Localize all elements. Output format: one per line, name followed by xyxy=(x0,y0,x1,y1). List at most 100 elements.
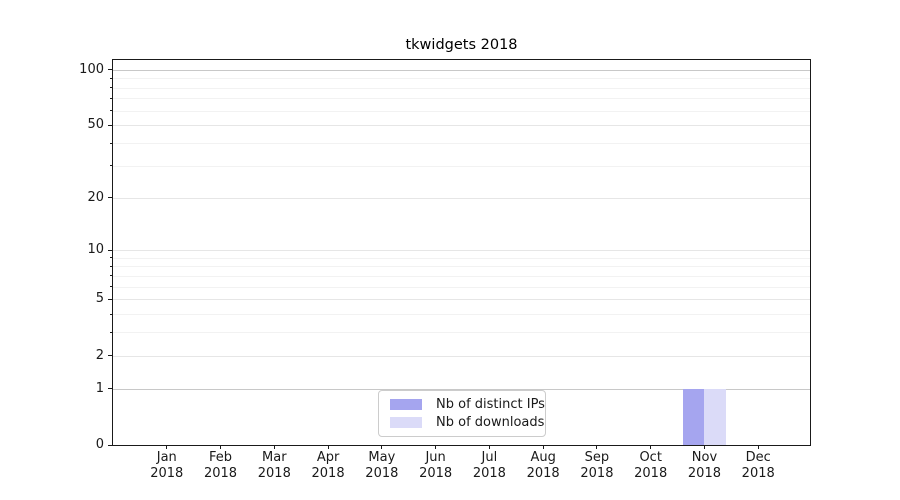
y-axis-minor-tick xyxy=(109,313,112,315)
gridline-minor xyxy=(113,257,810,259)
x-tick-label: Oct 2018 xyxy=(619,450,683,481)
x-axis-tick xyxy=(650,445,652,449)
gridline-minor xyxy=(113,266,810,268)
x-axis-tick xyxy=(220,445,222,449)
x-axis-tick xyxy=(596,445,598,449)
x-tick-month: Feb xyxy=(209,450,233,465)
y-axis-tick xyxy=(108,197,112,198)
x-tick-month: Nov xyxy=(691,450,718,465)
x-tick-label: Dec 2018 xyxy=(726,450,790,481)
x-tick-label: Mar 2018 xyxy=(242,450,306,481)
gridline-major xyxy=(113,125,810,127)
y-axis-tick xyxy=(108,69,112,71)
y-axis-minor-tick xyxy=(109,257,112,259)
y-axis-tick xyxy=(108,298,112,300)
x-tick-month: May xyxy=(368,450,396,465)
legend-row: Nb of distinct IPs xyxy=(390,397,545,412)
y-tick-label: 0 xyxy=(95,437,104,452)
x-tick-year: 2018 xyxy=(365,465,399,481)
x-tick-month: Jan xyxy=(156,450,177,465)
y-axis-tick xyxy=(108,249,112,251)
x-tick-year: 2018 xyxy=(741,465,775,481)
x-tick-year: 2018 xyxy=(311,465,345,481)
legend-swatch xyxy=(390,417,422,429)
x-tick-year: 2018 xyxy=(150,465,184,481)
x-tick-month: Aug xyxy=(530,450,556,465)
x-tick-label: Feb 2018 xyxy=(189,450,253,481)
y-axis-tick xyxy=(108,444,112,446)
x-tick-label: Jan 2018 xyxy=(135,450,199,481)
x-axis-tick xyxy=(166,445,168,449)
x-axis-tick xyxy=(703,445,705,449)
legend-row: Nb of downloads xyxy=(390,415,544,430)
x-tick-year: 2018 xyxy=(472,465,506,481)
legend-label: Nb of distinct IPs xyxy=(436,396,545,412)
x-tick-year: 2018 xyxy=(687,465,721,481)
gridline-minor xyxy=(113,314,810,316)
y-tick-label: 50 xyxy=(87,117,104,133)
x-axis-tick xyxy=(488,445,490,449)
x-tick-month: Oct xyxy=(639,450,662,465)
gridline-minor xyxy=(113,143,810,145)
y-axis-minor-tick xyxy=(109,87,112,89)
x-tick-label: Jul 2018 xyxy=(457,450,521,481)
y-tick-label: 1 xyxy=(95,380,104,396)
x-tick-label: Jun 2018 xyxy=(404,450,468,481)
bar-nb-of-distinct-ips xyxy=(682,388,705,445)
gridline-minor xyxy=(113,275,810,277)
y-axis-minor-tick xyxy=(109,97,112,99)
plot-area xyxy=(112,59,811,446)
y-axis-tick xyxy=(108,124,112,126)
x-tick-month: Mar xyxy=(262,450,287,465)
gridline-major xyxy=(113,299,810,301)
x-tick-label: May 2018 xyxy=(350,450,414,481)
x-tick-label: Sep 2018 xyxy=(565,450,629,481)
y-tick-label: 20 xyxy=(87,189,104,205)
y-tick-label: 2 xyxy=(95,347,104,363)
legend-swatch xyxy=(390,398,422,410)
legend-label: Nb of downloads xyxy=(436,415,545,431)
y-axis-tick xyxy=(108,388,112,390)
y-axis-minor-tick xyxy=(109,77,112,79)
y-tick-label: 5 xyxy=(95,291,104,307)
x-tick-month: Dec xyxy=(745,450,771,465)
x-tick-year: 2018 xyxy=(257,465,291,481)
x-axis-tick xyxy=(757,445,759,449)
x-tick-year: 2018 xyxy=(634,465,668,481)
x-tick-label: Nov 2018 xyxy=(672,450,736,481)
y-axis-minor-tick xyxy=(109,165,112,167)
x-axis-tick xyxy=(273,445,275,449)
x-tick-year: 2018 xyxy=(526,465,560,481)
gridline-major xyxy=(113,388,810,390)
y-axis-minor-tick xyxy=(109,286,112,288)
y-axis-minor-tick xyxy=(109,142,112,144)
x-tick-month: Jun xyxy=(425,450,446,465)
gridline-major xyxy=(113,69,810,71)
gridline-minor xyxy=(113,87,810,89)
y-axis-minor-tick xyxy=(109,275,112,277)
gridline-major xyxy=(113,355,810,357)
gridline-minor xyxy=(113,286,810,288)
gridline-minor xyxy=(113,332,810,334)
y-axis-minor-tick xyxy=(109,331,112,333)
gridline-minor xyxy=(113,98,810,100)
x-axis-tick xyxy=(381,445,383,449)
legend: Nb of distinct IPs Nb of downloads xyxy=(378,390,546,437)
x-tick-year: 2018 xyxy=(203,465,238,481)
x-tick-month: Sep xyxy=(584,450,610,465)
x-axis-tick xyxy=(327,445,329,449)
x-tick-label: Aug 2018 xyxy=(511,450,575,481)
x-tick-month: Jul xyxy=(481,450,498,465)
x-tick-month: Apr xyxy=(316,450,340,465)
y-axis-tick xyxy=(108,355,112,357)
chart-title: tkwidgets 2018 xyxy=(405,37,518,53)
gridline-major xyxy=(113,250,810,252)
y-axis-minor-tick xyxy=(109,265,112,267)
bar-nb-of-downloads xyxy=(704,388,726,445)
y-tick-label: 100 xyxy=(79,61,104,77)
gridline-minor xyxy=(113,165,810,167)
x-axis-tick xyxy=(435,445,437,449)
x-axis-tick xyxy=(542,445,544,449)
x-tick-year: 2018 xyxy=(580,465,614,481)
